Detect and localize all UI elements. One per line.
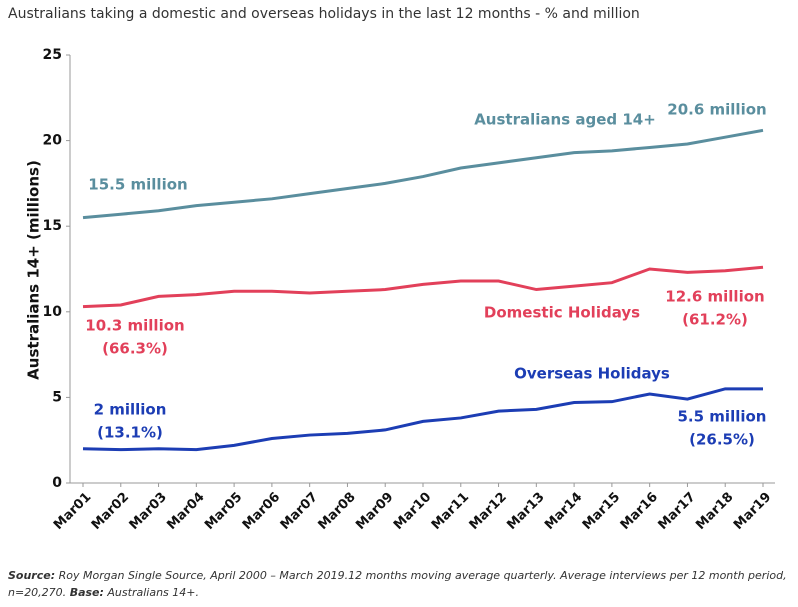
y-tick-label: 10 [43,304,63,320]
x-tick-label: Mar18 [693,490,736,533]
annotation: (26.5%) [689,431,755,449]
x-tick-label: Mar17 [655,490,698,533]
x-tick-label: Mar04 [164,490,207,533]
chart: Australians 14+ (millions) 0 5 10 15 20 25 Mar… [25,47,775,533]
base-label: Base: [69,586,104,599]
x-tick-label: Mar13 [504,490,547,533]
y-tick-label: 0 [52,475,62,491]
annotation: 12.6 million [665,288,764,306]
series-line [82,387,763,452]
x-tick-label: Mar03 [127,490,170,533]
x-tick-label: Mar14 [542,490,585,533]
annotation: (13.1%) [97,424,163,442]
series-label: Overseas Holidays [514,365,670,383]
x-tick-label: Mar19 [731,490,774,533]
source-text: Roy Morgan Single Source, April 2000 – M… [8,569,787,599]
x-tick-label: Mar07 [278,490,321,533]
x-tick-label: Mar09 [353,490,396,533]
x-tick-label: Mar16 [618,490,661,533]
x-tick-label: Mar06 [240,490,283,533]
x-tick-label: Mar10 [391,490,434,533]
y-tick-label: 20 [43,133,63,149]
x-tick-label: Mar02 [89,490,132,533]
x-tick-label: Mar08 [315,490,358,533]
y-tick-label: 15 [43,218,62,234]
annotation: (66.3%) [102,340,168,358]
annotation: 20.6 million [667,101,766,119]
annotation: (61.2%) [682,311,748,329]
series-line [82,128,764,220]
annotation: 15.5 million [88,176,187,194]
x-tick-label: Mar01 [51,490,94,533]
y-tick-label: 5 [52,389,62,405]
source-label: Source: [8,569,56,582]
base-text: Australians 14+. [107,586,199,599]
y-tick-label: 25 [43,47,62,63]
x-tick-label: Mar11 [429,490,472,533]
footnote: Source: Roy Morgan Single Source, April … [8,567,788,601]
series-line [82,265,764,309]
series-label: Domestic Holidays [484,304,640,322]
chart-title: Australians taking a domestic and overse… [8,6,640,22]
series-label: Australians aged 14+ [474,111,656,129]
x-tick-label: Mar12 [467,490,510,533]
annotation: 10.3 million [85,317,184,335]
annotation: 2 million [94,401,167,419]
x-tick-label: Mar05 [202,490,245,533]
y-axis-label: Australians 14+ (millions) [25,160,43,380]
x-tick-label: Mar15 [580,490,623,533]
annotation: 5.5 million [678,408,767,426]
